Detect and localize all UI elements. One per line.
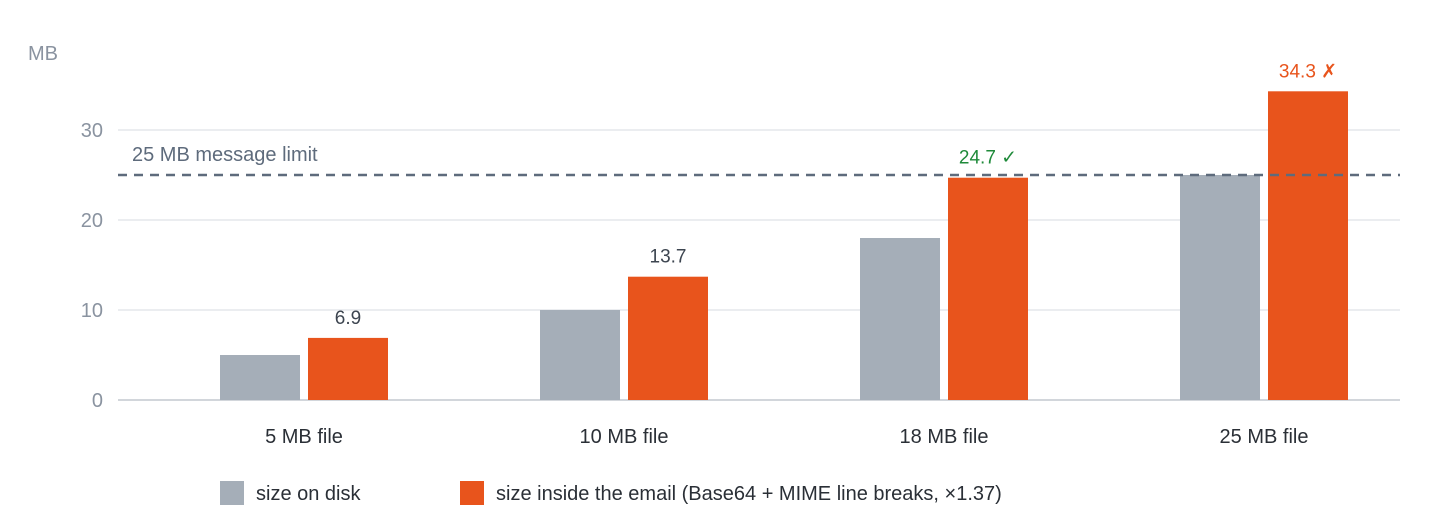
bar-value-label: 13.7 (650, 247, 687, 268)
bar-size-in-email (308, 337, 388, 400)
bar-size-on-disk (860, 238, 940, 400)
y-tick-label: 20 (81, 210, 103, 232)
legend-label: size inside the email (Base64 + MIME lin… (496, 483, 1002, 505)
bar-size-on-disk (540, 310, 620, 400)
reference-line-label: 25 MB message limit (132, 144, 318, 166)
x-category-label: 25 MB file (1220, 426, 1309, 448)
legend-swatch (460, 481, 484, 505)
bar-value-label: 34.3 ✗ (1279, 61, 1337, 82)
bar-size-on-disk (220, 355, 300, 400)
bar-size-in-email (1268, 91, 1348, 401)
bar-size-in-email (628, 276, 708, 400)
x-category-label: 5 MB file (265, 426, 343, 448)
y-axis-ticks: 0 10 20 30 (81, 120, 103, 412)
y-axis-unit-label: MB (28, 43, 58, 65)
bar-size-in-email (948, 177, 1028, 400)
bars: 6.9 13.7 24.7 ✓ 34.3 ✗ (220, 61, 1348, 401)
legend-swatch (220, 481, 244, 505)
y-tick-label: 30 (81, 120, 103, 142)
reference-line-group: 25 MB message limit (118, 144, 1400, 177)
legend: size on disk size inside the email (Base6… (220, 481, 1002, 505)
bar-value-label: 24.7 ✓ (959, 148, 1017, 169)
y-tick-label: 0 (92, 390, 103, 412)
bar-value-label: 6.9 (335, 308, 361, 329)
x-category-label: 10 MB file (580, 426, 669, 448)
x-axis-categories: 5 MB file 10 MB file 18 MB file 25 MB file (265, 426, 1308, 448)
bar-size-on-disk (1180, 175, 1260, 400)
y-tick-label: 10 (81, 300, 103, 322)
x-category-label: 18 MB file (900, 426, 989, 448)
legend-label: size on disk (256, 483, 361, 505)
